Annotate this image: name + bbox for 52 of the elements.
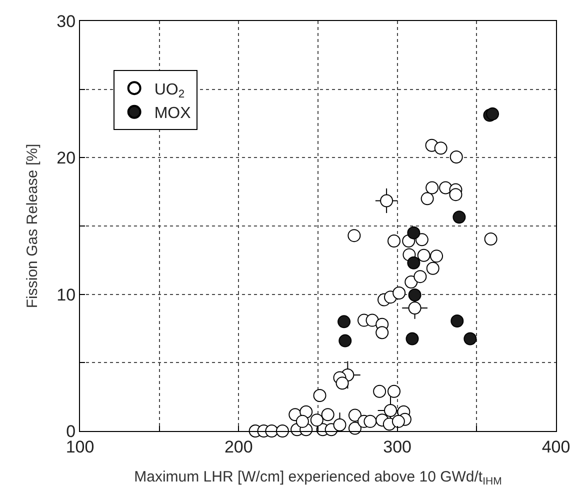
point	[408, 302, 422, 314]
point	[450, 314, 464, 328]
point	[414, 270, 427, 284]
point	[426, 181, 439, 194]
point	[452, 210, 466, 224]
point	[392, 414, 405, 428]
y-axis-title: Fission Gas Release [%]	[24, 144, 41, 308]
point	[434, 142, 448, 155]
point	[417, 248, 430, 262]
point	[338, 334, 352, 348]
point	[313, 388, 326, 402]
point	[336, 376, 349, 390]
point	[449, 188, 462, 202]
point	[484, 232, 498, 246]
x-tick-label: 200	[224, 437, 253, 456]
point	[366, 314, 379, 327]
x-tick-label: 400	[542, 437, 570, 456]
legend-label: MOX	[154, 105, 192, 122]
point	[450, 150, 463, 164]
point	[338, 315, 351, 328]
point	[310, 414, 324, 427]
point	[296, 414, 309, 428]
x-tick-label: 300	[383, 437, 412, 456]
point	[426, 262, 440, 275]
point	[407, 256, 420, 270]
point	[384, 404, 398, 417]
point	[373, 384, 386, 398]
point	[276, 424, 289, 438]
point	[408, 288, 422, 302]
point	[430, 250, 444, 263]
point	[321, 408, 334, 422]
point	[420, 192, 434, 206]
point	[348, 229, 361, 242]
point	[376, 326, 389, 340]
legend-label: UO$_{2}$	[154, 81, 185, 101]
point	[464, 332, 477, 346]
point	[380, 194, 394, 208]
y-tick-label: 30	[56, 12, 76, 31]
point	[388, 234, 400, 248]
point	[406, 332, 419, 346]
x-axis-title: Maximum LHR [W/cm] experienced above 10 GWd/t$_{IHM}$	[134, 468, 502, 488]
point	[333, 418, 346, 432]
point	[404, 276, 418, 289]
y-tick-label: 20	[56, 148, 76, 168]
y-tick-label: 10	[56, 285, 76, 304]
point	[348, 408, 362, 422]
point	[392, 286, 406, 300]
point	[415, 233, 428, 246]
point	[407, 226, 420, 240]
point	[486, 107, 500, 120]
point	[388, 384, 400, 398]
point	[364, 414, 377, 428]
